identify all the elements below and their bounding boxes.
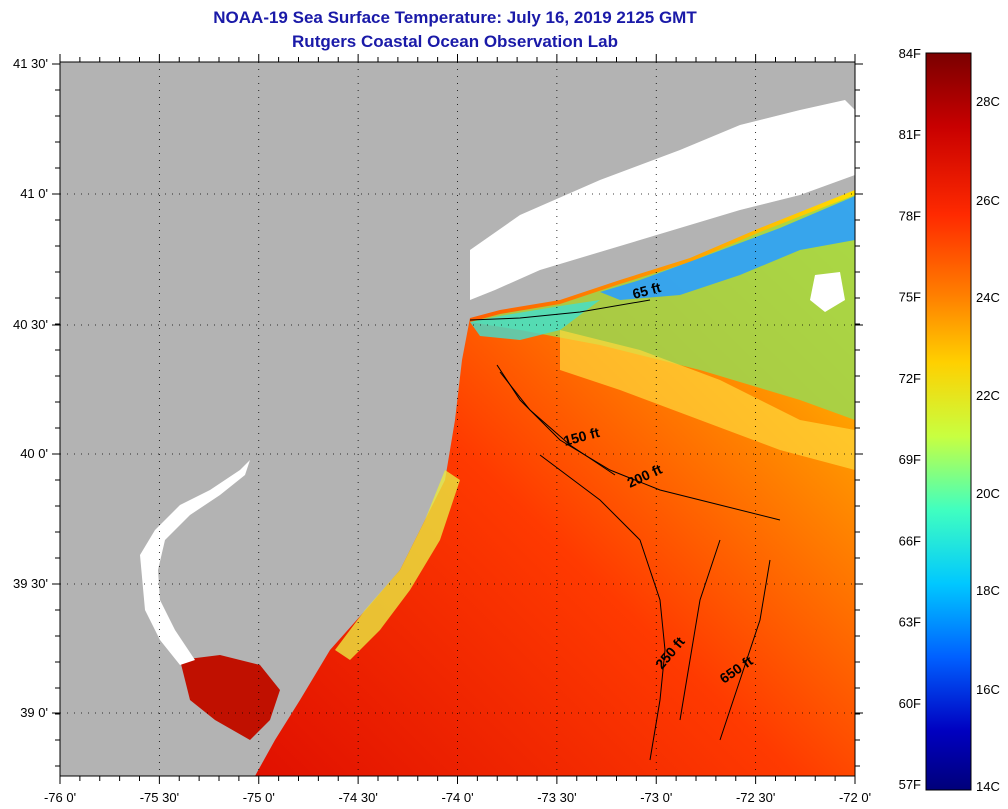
y-axis: 41 30' 41 0' 40 30' 40 0' 39 30' 39 0': [13, 56, 863, 767]
colorbar-f-label: 63F: [899, 615, 921, 630]
colorbar-c-label: 22C: [976, 388, 1000, 403]
cold-water-band: [600, 196, 855, 300]
y-tick-label: 41 0': [20, 186, 48, 201]
depth-contours: [469, 299, 781, 761]
colorbar-f-label: 75F: [899, 290, 921, 305]
y-tick-label: 39 30': [13, 576, 48, 591]
chart-title: NOAA-19 Sea Surface Temperature: July 16…: [213, 8, 697, 27]
colorbar-f-label: 60F: [899, 696, 921, 711]
x-tick-label: -73 30': [537, 790, 576, 805]
x-tick-label: -74 0': [441, 790, 473, 805]
colorbar-c-label: 14C: [976, 779, 1000, 794]
colorbar-f-label: 69F: [899, 452, 921, 467]
colorbar: [925, 52, 972, 791]
colorbar-f-label: 78F: [899, 208, 921, 223]
x-tick-label: -74 30': [338, 790, 377, 805]
colorbar-f-label: 72F: [899, 371, 921, 386]
y-tick-label: 39 0': [20, 705, 48, 720]
colorbar-c-labels: 28C 26C 24C 22C 20C 18C 16C 14C: [976, 94, 1000, 794]
x-tick-label: -73 0': [640, 790, 672, 805]
cyan-water-band: [470, 300, 600, 340]
y-tick-label: 40 0': [20, 446, 48, 461]
x-axis: -76 0' -75 30' -75 0' -74 30' -74 0' -73 30' -…: [44, 54, 871, 805]
colorbar-c-label: 16C: [976, 682, 1000, 697]
colorbar-f-label: 84F: [899, 46, 921, 61]
colorbar-f-label: 81F: [899, 127, 921, 142]
river-cloud: [140, 460, 250, 665]
delaware-bay-water: [180, 655, 280, 740]
colorbar-f-labels: 84F 81F 78F 75F 72F 69F 66F 63F 60F 57F: [899, 46, 921, 792]
x-tick-label: -76 0': [44, 790, 76, 805]
contour-label-65ft: 65 ft: [631, 279, 663, 302]
colorbar-c-label: 26C: [976, 193, 1000, 208]
x-tick-label: -72 0': [839, 790, 871, 805]
x-tick-label: -75 30': [140, 790, 179, 805]
colorbar-c-label: 24C: [976, 290, 1000, 305]
y-tick-label: 41 30': [13, 56, 48, 71]
colorbar-c-label: 28C: [976, 94, 1000, 109]
long-island-cloud: [470, 100, 855, 300]
nearshore-yellow: [335, 470, 460, 660]
chart-subtitle: Rutgers Coastal Ocean Observation Lab: [292, 32, 618, 51]
colorbar-c-label: 18C: [976, 583, 1000, 598]
colorbar-f-label: 66F: [899, 533, 921, 548]
white-patch: [810, 272, 845, 312]
colorbar-f-label: 57F: [899, 777, 921, 792]
y-tick-label: 40 30': [13, 317, 48, 332]
yellow-plume: [560, 330, 855, 470]
x-tick-label: -72 30': [736, 790, 775, 805]
colorbar-c-label: 20C: [976, 486, 1000, 501]
x-tick-label: -75 0': [243, 790, 275, 805]
